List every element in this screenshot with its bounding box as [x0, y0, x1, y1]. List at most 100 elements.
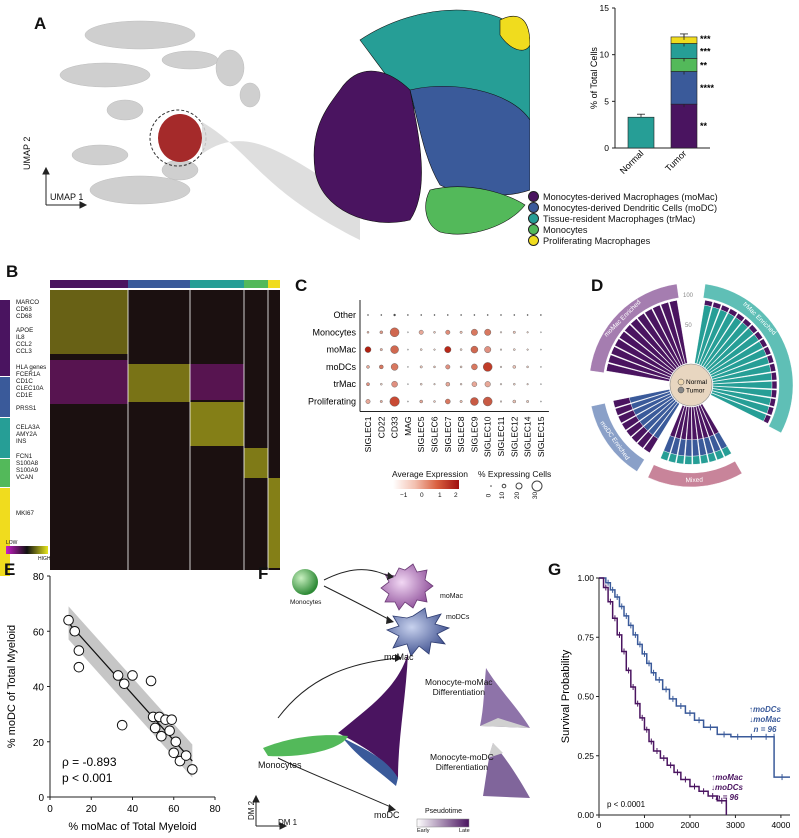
- y-tick-label: 80: [33, 572, 45, 583]
- dotplot-dot: [540, 331, 542, 334]
- legend-down-modcs: ↓moDCs: [711, 783, 744, 792]
- dotplot-dot: [512, 399, 517, 404]
- dotplot-dot: [379, 348, 383, 351]
- panel-letter-a: A: [34, 14, 47, 33]
- heatmap-scale-low: LOW: [6, 540, 18, 546]
- gene-label: S100A9: [16, 467, 39, 474]
- radial-axis-label: 100: [683, 293, 694, 299]
- bar-modc-tumor: [670, 71, 698, 105]
- dotplot-dot: [433, 383, 436, 386]
- dotplot-dot: [540, 366, 542, 368]
- circular-bar-segment: [699, 454, 709, 464]
- umap-y-label: UMAP 2: [22, 136, 32, 170]
- dotplot-col-label: SIGLEC9: [469, 416, 479, 452]
- dotplot-dot: [419, 399, 423, 404]
- circular-bar-segment: [630, 318, 637, 325]
- scatter-point: [166, 714, 177, 725]
- avg-tick: 2: [454, 492, 458, 499]
- dotplot-dot: [445, 381, 451, 387]
- selected-myeloid-cluster: [158, 114, 202, 162]
- dotplot-dot: [418, 329, 424, 335]
- dotplot-dot: [419, 382, 423, 386]
- panel-letter-e: E: [4, 560, 16, 579]
- avg-expression-gradient: [393, 480, 459, 489]
- dotplot-dot: [459, 330, 463, 334]
- pct-expressing-legend: [490, 480, 543, 492]
- dotplot-dot: [482, 396, 493, 407]
- circular-bar-segment: [621, 415, 640, 431]
- panel-letter-b: B: [6, 262, 19, 281]
- dotplot-dot: [499, 365, 502, 368]
- scatter-point: [112, 670, 124, 681]
- panel-a-legend: Monocytes-derived Macrophages (moMac) Mo…: [528, 191, 718, 246]
- gene-row-bar: [0, 418, 10, 458]
- x-tick-label: 80: [209, 804, 221, 815]
- circular-bar-segment: [721, 446, 732, 457]
- avg-tick: 1: [438, 492, 442, 499]
- significance-mark: ****: [700, 83, 715, 93]
- panel-a-umap: [42, 9, 530, 240]
- dotplot-dot: [500, 314, 502, 316]
- pseudotime-inset-momac-early: [480, 718, 530, 728]
- dotplot-dot: [459, 400, 463, 403]
- dotplot-dot: [471, 381, 478, 387]
- dotplot-dot: [540, 400, 542, 403]
- dotplot-dot: [365, 399, 371, 404]
- heatmap-low-block: [50, 360, 128, 404]
- dotplot-dot: [389, 396, 400, 407]
- scatter-point: [164, 725, 175, 736]
- differentiation-arrows: [323, 569, 391, 621]
- gene-label: S100A8: [16, 460, 39, 467]
- y-axis-label: % of Total Cells: [589, 47, 599, 109]
- gene-label: IL8: [16, 334, 25, 341]
- circular-bar-segment: [669, 299, 678, 303]
- dotplot-dot: [471, 363, 478, 371]
- traj-momac-label: moMac: [384, 652, 414, 662]
- dendritic-cell-icon: [385, 607, 451, 657]
- dotplot-dot: [407, 331, 409, 334]
- circular-bar-segment: [758, 338, 768, 348]
- arrow-head: [387, 572, 394, 580]
- dotplot-row-label: Proliferating: [308, 397, 356, 407]
- dotplot-dot: [444, 346, 452, 353]
- circular-bar-segment: [766, 406, 775, 416]
- legend-up-momac: ↑moMac: [711, 773, 743, 782]
- dotplot-dot: [460, 383, 463, 386]
- circular-bar-segment: [660, 450, 670, 462]
- km-pvalue: p < 0.0001: [607, 800, 646, 809]
- dotplot-row-label: Other: [333, 310, 356, 320]
- dotplot-dot: [540, 383, 542, 385]
- circular-bar-segment: [692, 455, 701, 465]
- legend-item-monocytes: Monocytes: [528, 224, 718, 235]
- circular-bar-segment: [637, 312, 644, 319]
- circular-bar-segment: [610, 346, 615, 354]
- circular-bar-segment: [652, 304, 660, 309]
- dotplot-dot: [419, 365, 423, 369]
- y-axis-label: Survival Probability: [560, 649, 572, 743]
- pseudotime-label: Pseudotime: [425, 808, 462, 815]
- circular-bar-segment: [636, 431, 654, 449]
- dotplot-row-label: trMac: [334, 379, 357, 389]
- circular-bar-segment: [605, 363, 609, 372]
- panel-g-kaplan-meier: 0.00 0.25 0.50 0.75 1.00 0 1000 2000 3000 4000 Tim…: [560, 573, 791, 835]
- x-tick-label: 20: [86, 804, 98, 815]
- legend-up-modcs: ↑moDCs: [749, 705, 782, 714]
- dotplot-dot: [470, 345, 479, 354]
- dotplot-dot: [380, 382, 383, 386]
- cluster-column-bar: [128, 280, 190, 288]
- circular-bar-segment: [617, 409, 636, 424]
- dotplot-dot: [419, 348, 423, 351]
- dotplot-dot: [380, 314, 383, 316]
- diff-modc-label: Monocyte-moDC Differentiation: [430, 752, 494, 772]
- monocytes-cell-label: Monocytes: [290, 599, 322, 606]
- diff-momac-label: Monocyte-moMac Differentiation: [425, 677, 493, 697]
- dotplot-col-label: SIGLEC12: [509, 416, 519, 457]
- gene-label: CCL3: [16, 348, 32, 355]
- dotplot-dot: [513, 314, 516, 316]
- circular-bar-segment: [614, 403, 634, 416]
- legend-normal-label: Normal: [686, 379, 708, 386]
- significance-mark: **: [700, 121, 708, 131]
- circular-bar-segment: [728, 308, 738, 318]
- pseudotime-inset-modc: [483, 743, 530, 798]
